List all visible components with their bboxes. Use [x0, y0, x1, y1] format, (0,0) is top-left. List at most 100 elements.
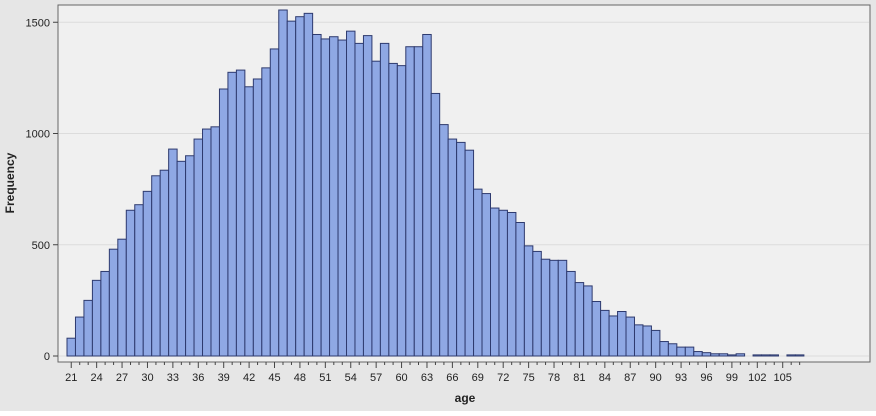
histogram-bar	[278, 9, 288, 357]
histogram-bar	[701, 352, 712, 357]
histogram-bar	[405, 46, 415, 357]
histogram-bar	[549, 259, 559, 357]
x-tick-label: 60	[395, 372, 407, 384]
histogram-bar	[303, 12, 314, 357]
x-tick-label: 63	[421, 372, 433, 384]
histogram-bar	[388, 62, 398, 357]
histogram-bar	[371, 60, 381, 357]
x-tick-label: 33	[167, 372, 179, 384]
histogram-bar	[379, 42, 390, 357]
histogram-bar	[557, 259, 568, 357]
histogram-bar	[447, 138, 458, 357]
histogram-bar	[794, 354, 805, 357]
x-tick-label: 81	[573, 372, 585, 384]
histogram-bar	[481, 193, 491, 357]
histogram-bar	[498, 209, 508, 357]
x-tick-label: 51	[319, 372, 331, 384]
x-tick-label: 99	[726, 372, 738, 384]
x-tick-label: 96	[700, 372, 712, 384]
histogram-bar	[439, 124, 449, 357]
x-tick-label: 54	[345, 372, 357, 384]
x-tick-label: 30	[141, 372, 153, 384]
histogram-bar	[312, 33, 322, 357]
y-tick-label: 0	[44, 351, 50, 363]
histogram-bar	[227, 71, 237, 357]
histogram-bar	[422, 33, 432, 357]
histogram-bar	[735, 353, 746, 357]
histogram-bar	[591, 300, 602, 357]
histogram-bar	[769, 354, 779, 357]
histogram-bar	[600, 309, 610, 357]
histogram-bar	[718, 353, 729, 357]
histogram-bar	[286, 20, 297, 357]
x-tick-label: 90	[650, 372, 662, 384]
histogram-bar	[74, 316, 85, 357]
histogram-bar	[117, 238, 127, 357]
histogram-bar	[269, 48, 280, 357]
histogram-bar	[667, 343, 678, 357]
x-tick-label: 105	[774, 372, 792, 384]
x-tick-label: 24	[91, 372, 103, 384]
x-tick-label: 57	[370, 372, 382, 384]
x-tick-label: 27	[116, 372, 128, 384]
histogram-bar	[125, 209, 136, 357]
histogram-bar	[108, 248, 119, 357]
y-axis: 0 500 1000 1500	[26, 17, 58, 363]
x-tick-label: 102	[748, 372, 766, 384]
histogram-bar	[413, 46, 424, 357]
x-tick-label: 45	[268, 372, 280, 384]
histogram-bar	[456, 141, 466, 357]
bars	[66, 9, 805, 357]
x-tick-label: 21	[65, 372, 77, 384]
histogram-bar	[235, 69, 246, 357]
histogram-bar	[346, 30, 356, 357]
histogram-bar	[642, 325, 652, 357]
histogram-bar	[193, 138, 204, 357]
histogram-bar	[650, 329, 661, 357]
histogram-bar	[761, 354, 771, 357]
histogram-bar	[617, 311, 627, 357]
x-tick-label: 39	[218, 372, 230, 384]
histogram-bar	[608, 315, 619, 357]
histogram-bar	[727, 354, 737, 357]
histogram-bar	[176, 160, 187, 357]
histogram-bar	[540, 258, 551, 357]
histogram-bar	[490, 207, 500, 357]
x-axis-title: age	[455, 391, 476, 405]
histogram-bar	[676, 346, 686, 357]
y-tick-label: 1000	[26, 129, 50, 141]
histogram-bar	[151, 175, 161, 357]
histogram-bar	[252, 78, 263, 357]
histogram-bar	[693, 351, 703, 357]
x-tick-label: 66	[446, 372, 458, 384]
histogram-bar	[633, 324, 644, 357]
histogram-bar	[523, 245, 534, 357]
x-tick-label: 84	[599, 372, 611, 384]
histogram-bar	[574, 282, 585, 357]
y-tick-label: 1500	[26, 17, 50, 29]
histogram-bar	[506, 211, 517, 357]
histogram-bar	[168, 148, 178, 357]
histogram-bar	[464, 149, 475, 357]
histogram-bar	[583, 285, 593, 357]
histogram-bar	[659, 341, 669, 357]
histogram-bar	[244, 86, 254, 357]
x-tick-label: 69	[472, 372, 484, 384]
histogram-bar	[362, 35, 373, 357]
histogram-bar	[625, 316, 635, 357]
y-axis-title: Frequency	[3, 152, 17, 213]
histogram-bar	[710, 353, 720, 357]
histogram-bar	[430, 92, 441, 357]
histogram-bar	[566, 270, 576, 357]
histogram-bar	[329, 36, 339, 357]
histogram-bar	[752, 354, 763, 357]
x-tick-label: 78	[548, 372, 560, 384]
histogram-bar	[210, 126, 220, 357]
x-tick-label: 72	[497, 372, 509, 384]
histogram-bar	[473, 188, 483, 357]
histogram-bar	[320, 38, 331, 357]
x-axis: 21 24 27 30 33 36 39 42 45 48 51 54 57 60 63 66 69 72 75 78…	[65, 362, 801, 384]
histogram-bar	[91, 279, 102, 357]
